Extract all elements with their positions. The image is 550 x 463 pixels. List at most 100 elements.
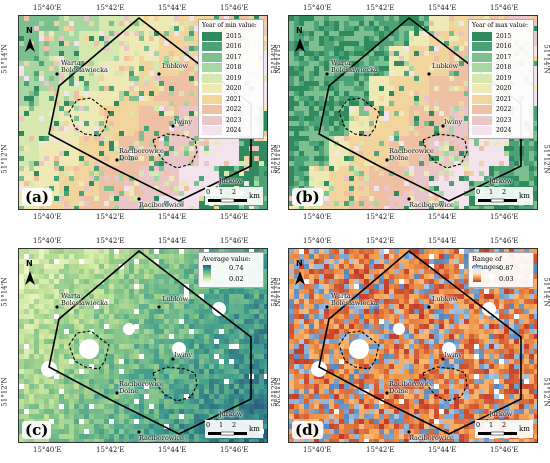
x-tick-label: 15°40'E: [303, 4, 332, 12]
year-legend: Year of min value: 2015 2016 2017 2018 2019 20…: [198, 19, 264, 139]
place-label: Jurków: [219, 410, 243, 418]
legend-year: 2021: [226, 95, 242, 103]
masked-area: [442, 342, 456, 356]
legend-swatch: [202, 42, 222, 52]
x-tick-label: 15°44'E: [428, 237, 457, 245]
place-label: Iwiny: [444, 118, 463, 126]
place-marker: [441, 124, 445, 128]
legend-year: 2017: [226, 53, 242, 61]
north-arrow-icon: [25, 38, 35, 52]
year-legend: Year of max value: 2015 2016 2017 2018 2019 20…: [468, 19, 534, 139]
scale-label: 1: [489, 421, 494, 429]
x-tick-label: 15°42'E: [96, 213, 125, 221]
scale-label: 1: [489, 188, 494, 196]
masked-area: [212, 302, 226, 316]
panel-label: (b): [292, 188, 323, 206]
scale-label: 2: [232, 421, 237, 429]
legend-swatch: [472, 52, 492, 62]
place-label: Raciborowice Górne: [409, 201, 454, 210]
legend-year: 2017: [496, 53, 512, 61]
legend-entry: 2017: [202, 52, 260, 63]
legend-year: 2015: [226, 32, 242, 40]
x-tick-label: 15°46'E: [490, 213, 519, 221]
place-label: Warta Bolesławiecka: [61, 292, 108, 307]
place-marker: [171, 124, 175, 128]
legend-entry: 2022: [202, 105, 260, 116]
scale-label: 2: [502, 421, 507, 429]
colorbar-gradient: [203, 265, 211, 282]
colorbar-title: Range of changes:: [472, 255, 502, 271]
place-marker: [137, 430, 141, 434]
aoi-outline: [152, 133, 198, 169]
x-tick-label: 15°46'E: [490, 237, 519, 245]
panel-label: (c): [22, 421, 52, 439]
legend-entry: 2019: [202, 73, 260, 84]
scale-label: 1: [219, 421, 224, 429]
place-marker: [427, 72, 431, 76]
study-area-boundary: [318, 249, 522, 435]
legend-swatch: [202, 126, 222, 136]
panel-label: (d): [292, 421, 323, 439]
legend-year: 2020: [226, 85, 242, 93]
x-tick-label: 15°46'E: [490, 4, 519, 12]
x-tick-label: 15°44'E: [428, 4, 457, 12]
study-area-boundary: [48, 249, 252, 435]
x-tick-label: 15°46'E: [220, 237, 249, 245]
legend-entry: 2018: [202, 63, 260, 74]
x-tick-label: 15°40'E: [303, 237, 332, 245]
legend-entry: 2024: [472, 126, 530, 137]
north-arrow-icon: [295, 38, 305, 52]
aoi-outline: [422, 366, 468, 402]
place-label: Lubków: [162, 62, 189, 70]
legend-swatch: [202, 31, 222, 41]
masked-area: [123, 323, 135, 335]
masked-area: [482, 302, 496, 316]
x-tick-label: 15°44'E: [428, 446, 457, 454]
place-label: Iwiny: [174, 118, 193, 126]
north-arrow-icon: [295, 271, 305, 285]
masked-area: [172, 342, 186, 356]
legend-entry: 2023: [202, 115, 260, 126]
y-tick-label: 51°12'N: [270, 377, 279, 407]
y-tick-label: 51°12'N: [0, 377, 9, 407]
x-tick-label: 15°40'E: [33, 4, 62, 12]
place-marker: [115, 158, 119, 162]
scale-label: 0: [206, 421, 211, 429]
legend-entry: 2021: [202, 94, 260, 105]
scale-unit: km: [249, 425, 260, 433]
y-tick-label: 51°12'N: [542, 377, 550, 407]
legend-title: Year of max value:: [472, 22, 528, 29]
scale-label: 2: [502, 188, 507, 196]
legend-swatch: [202, 52, 222, 62]
y-tick-label: 51°14'N: [542, 44, 550, 74]
x-tick-label: 15°44'E: [428, 213, 457, 221]
legend-year: 2022: [226, 106, 242, 114]
y-tick-label: 51°14'N: [0, 277, 9, 307]
colorbar-max-label: 0.74: [229, 264, 244, 272]
legend-entry: 2019: [472, 73, 530, 84]
legend-entry: 2017: [472, 52, 530, 63]
place-marker: [157, 72, 161, 76]
scale-unit: km: [249, 192, 260, 200]
legend-year: 2019: [496, 74, 512, 82]
study-area-boundary: [48, 16, 252, 202]
x-tick-label: 15°40'E: [33, 446, 62, 454]
place-label: Iwiny: [444, 351, 463, 359]
legend-entry: 2015: [472, 31, 530, 42]
x-tick-label: 15°42'E: [366, 4, 395, 12]
x-tick-label: 15°44'E: [158, 446, 187, 454]
legend-year: 2021: [496, 95, 512, 103]
legend-swatch: [472, 84, 492, 94]
study-area-boundary: [318, 16, 522, 202]
place-label: Raciborowice Górne: [409, 434, 454, 443]
aoi-outline: [422, 133, 468, 169]
place-label: Raciborowice Dolne: [389, 147, 434, 162]
colorbar-min-label: 0.02: [229, 275, 244, 283]
legend-year: 2024: [226, 127, 242, 135]
north-label: N: [26, 259, 33, 268]
place-marker: [325, 305, 329, 309]
place-label: Raciborowice Górne: [139, 434, 184, 443]
legend-entry: 2023: [472, 115, 530, 126]
y-tick-label: 51°14'N: [270, 277, 279, 307]
x-tick-label: 15°44'E: [158, 4, 187, 12]
